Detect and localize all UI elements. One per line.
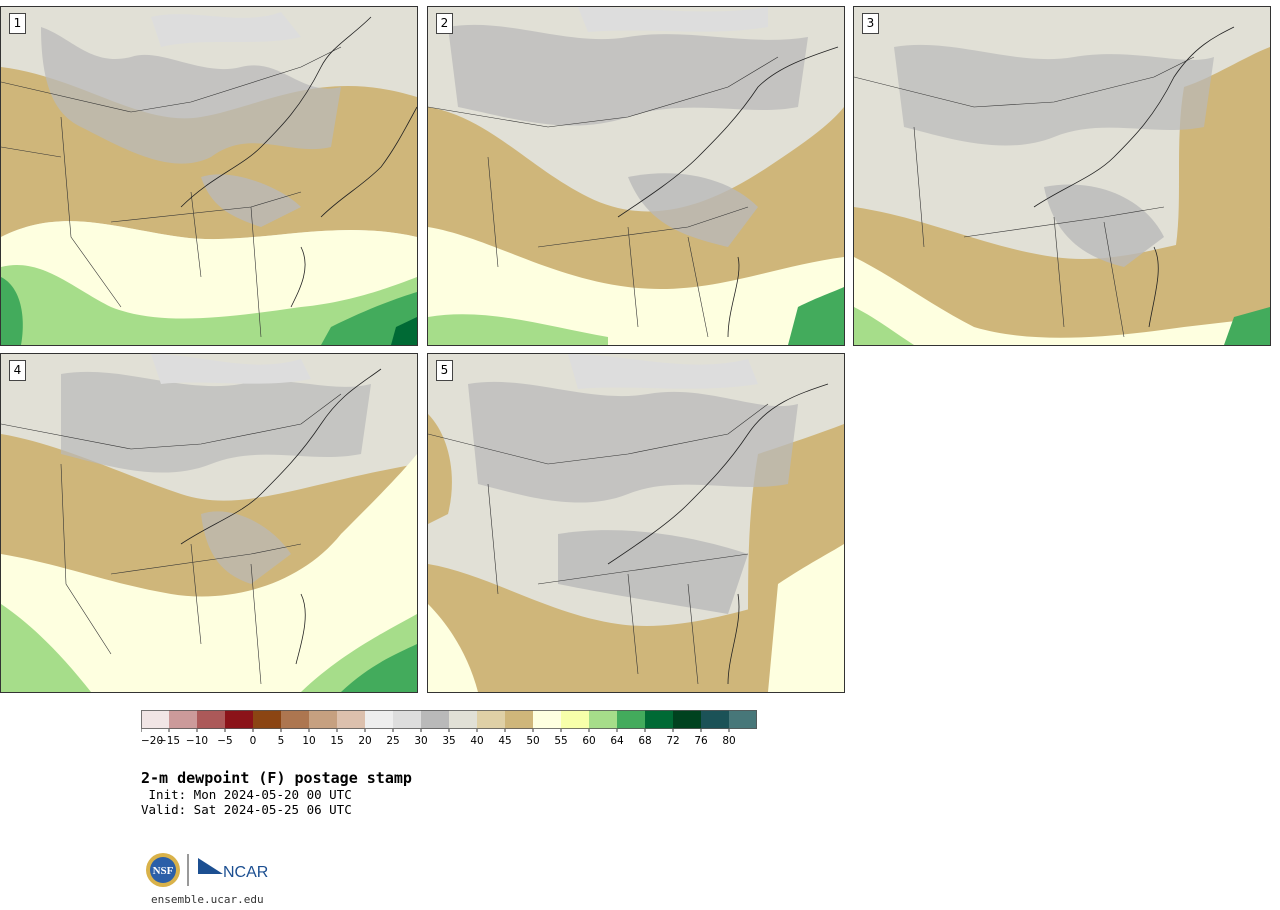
panel-number: 3	[862, 13, 879, 34]
colorbar-tick-label: 60	[582, 735, 595, 747]
colorbar-tick-label: 72	[666, 735, 679, 747]
valid-time: Valid: Sat 2024-05-25 06 UTC	[141, 802, 352, 817]
colorbar-swatch	[701, 710, 729, 729]
colorbar-tick-label: 35	[442, 735, 455, 747]
colorbar-swatch	[281, 710, 309, 729]
init-time: Init: Mon 2024-05-20 00 UTC	[141, 787, 352, 802]
colorbar-swatch	[589, 710, 617, 729]
colorbar-swatch	[617, 710, 645, 729]
dewpoint-map-4	[1, 354, 417, 692]
colorbar-swatch	[477, 710, 505, 729]
colorbar-tick-label: 76	[694, 735, 708, 747]
colorbar-swatch	[253, 710, 281, 729]
ncar-logo-icon: NCAR	[198, 858, 268, 881]
colorbar-tick-label: 68	[638, 735, 651, 747]
colorbar-tick-label: 40	[470, 735, 483, 747]
colorbar-swatch	[505, 710, 533, 729]
map-panel-3: 3	[853, 6, 1271, 346]
colorbar-tick-label: 0	[250, 735, 257, 747]
colorbar-swatch	[309, 710, 337, 729]
colorbar: −20−15 −10 −5 0 5 10 15 20 25 30 35 40 45 50 55 60 64 68 7…	[141, 710, 757, 747]
colorbar-swatch	[673, 710, 701, 729]
colorbar-tick-label: 5	[278, 735, 285, 747]
colorbar-tick-label: 55	[554, 735, 567, 747]
title-block: 2-m dewpoint (F) postage stamp Init: Mon…	[141, 769, 412, 817]
panel-number: 2	[436, 13, 453, 34]
panel-number: 1	[9, 13, 26, 34]
colorbar-tick-label: −15	[158, 735, 180, 747]
colorbar-tick-label: −20	[141, 735, 163, 747]
colorbar-swatch	[533, 710, 561, 729]
colorbar-tick-label: 20	[358, 735, 371, 747]
colorbar-tick-label: 25	[386, 735, 399, 747]
nsf-seal-icon: NSF	[146, 853, 180, 887]
dewpoint-map-3	[854, 7, 1270, 345]
colorbar-swatch	[729, 710, 757, 729]
map-panel-4: 4	[0, 353, 418, 693]
ncar-text: NCAR	[223, 864, 268, 881]
colorbar-tick-label: −10	[186, 735, 208, 747]
product-title: 2-m dewpoint (F) postage stamp	[141, 769, 412, 787]
colorbar-swatch	[645, 710, 673, 729]
colorbar-swatch	[393, 710, 421, 729]
panel-number: 5	[436, 360, 453, 381]
colorbar-tick-label: 15	[330, 735, 343, 747]
map-panel-5: 5	[427, 353, 845, 693]
colorbar-tick-label: 10	[302, 735, 315, 747]
colorbar-tick-label: 80	[722, 735, 735, 747]
colorbar-tick-label: 64	[610, 735, 624, 747]
colorbar-swatch	[169, 710, 197, 729]
colorbar-swatch	[141, 710, 169, 729]
panel-number: 4	[9, 360, 26, 381]
map-panel-1: 1	[0, 6, 418, 346]
colorbar-swatch	[337, 710, 365, 729]
colorbar-tick-label: −5	[217, 735, 232, 747]
colorbar-border	[141, 710, 757, 729]
colorbar-swatch	[197, 710, 225, 729]
source-url: ensemble.ucar.edu	[151, 893, 264, 906]
colorbar-swatch	[449, 710, 477, 729]
nsf-text: NSF	[153, 865, 174, 877]
colorbar-swatch	[421, 710, 449, 729]
colorbar-swatch	[365, 710, 393, 729]
colorbar-tick-label: 30	[414, 735, 427, 747]
dewpoint-map-5	[428, 354, 844, 692]
colorbar-tick-label: 50	[526, 735, 539, 747]
map-panel-2: 2	[427, 6, 845, 346]
dewpoint-map-1	[1, 7, 417, 345]
colorbar-swatch	[225, 710, 253, 729]
nsf-ncar-logo: NSF NCAR	[146, 853, 268, 887]
dewpoint-map-2	[428, 7, 844, 345]
colorbar-tick-label: 45	[498, 735, 511, 747]
colorbar-swatch	[561, 710, 589, 729]
